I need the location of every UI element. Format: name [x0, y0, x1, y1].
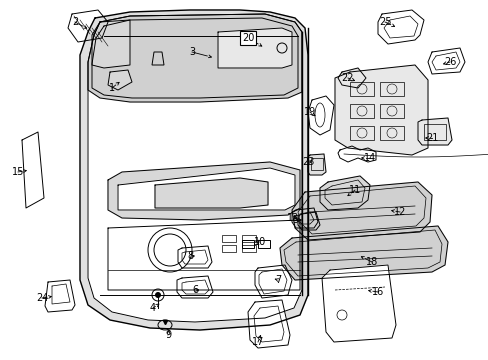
Text: 9: 9: [164, 330, 171, 340]
Text: 23: 23: [301, 157, 314, 167]
Text: 5: 5: [291, 215, 298, 225]
Polygon shape: [321, 265, 395, 342]
Text: 18: 18: [365, 257, 377, 267]
Text: 7: 7: [274, 275, 281, 285]
Polygon shape: [108, 162, 299, 220]
Polygon shape: [319, 176, 369, 210]
Polygon shape: [88, 14, 302, 322]
Text: 19: 19: [303, 107, 315, 117]
Polygon shape: [280, 226, 447, 280]
Bar: [379, 82, 403, 96]
Text: 13: 13: [286, 213, 299, 223]
Bar: [379, 126, 403, 140]
Bar: [242, 245, 256, 252]
Text: 25: 25: [378, 17, 390, 27]
Bar: [222, 245, 236, 252]
Polygon shape: [307, 154, 325, 175]
Bar: [349, 126, 373, 140]
Bar: [310, 158, 323, 170]
Bar: [349, 82, 373, 96]
Text: 1: 1: [109, 83, 115, 93]
Polygon shape: [247, 300, 289, 348]
Polygon shape: [92, 20, 130, 68]
Bar: [222, 235, 236, 242]
Polygon shape: [218, 28, 291, 68]
Circle shape: [155, 292, 161, 298]
Text: 4: 4: [150, 303, 156, 313]
Polygon shape: [88, 14, 302, 102]
Text: 20: 20: [242, 33, 254, 43]
Text: 24: 24: [36, 293, 48, 303]
Text: 3: 3: [188, 47, 195, 57]
Bar: [349, 104, 373, 118]
Text: 16: 16: [371, 287, 384, 297]
Bar: [258, 240, 269, 248]
Polygon shape: [155, 178, 267, 208]
Bar: [379, 104, 403, 118]
Bar: [242, 240, 253, 248]
Polygon shape: [108, 70, 132, 90]
Polygon shape: [417, 118, 451, 145]
Text: 15: 15: [12, 167, 24, 177]
Text: 6: 6: [192, 285, 198, 295]
Polygon shape: [337, 68, 365, 88]
Text: 8: 8: [186, 251, 193, 261]
Text: 26: 26: [443, 57, 455, 67]
Text: 12: 12: [393, 207, 406, 217]
Polygon shape: [334, 65, 427, 155]
Polygon shape: [118, 168, 294, 210]
Text: 22: 22: [341, 73, 353, 83]
Text: 14: 14: [363, 153, 375, 163]
Bar: [242, 235, 256, 242]
Polygon shape: [291, 182, 431, 240]
Text: 21: 21: [425, 133, 437, 143]
Text: 11: 11: [348, 185, 360, 195]
Bar: [423, 124, 445, 140]
Polygon shape: [307, 96, 333, 135]
Text: 2: 2: [72, 17, 78, 27]
Text: 10: 10: [253, 237, 265, 247]
Polygon shape: [80, 10, 307, 330]
Text: 17: 17: [251, 337, 264, 347]
